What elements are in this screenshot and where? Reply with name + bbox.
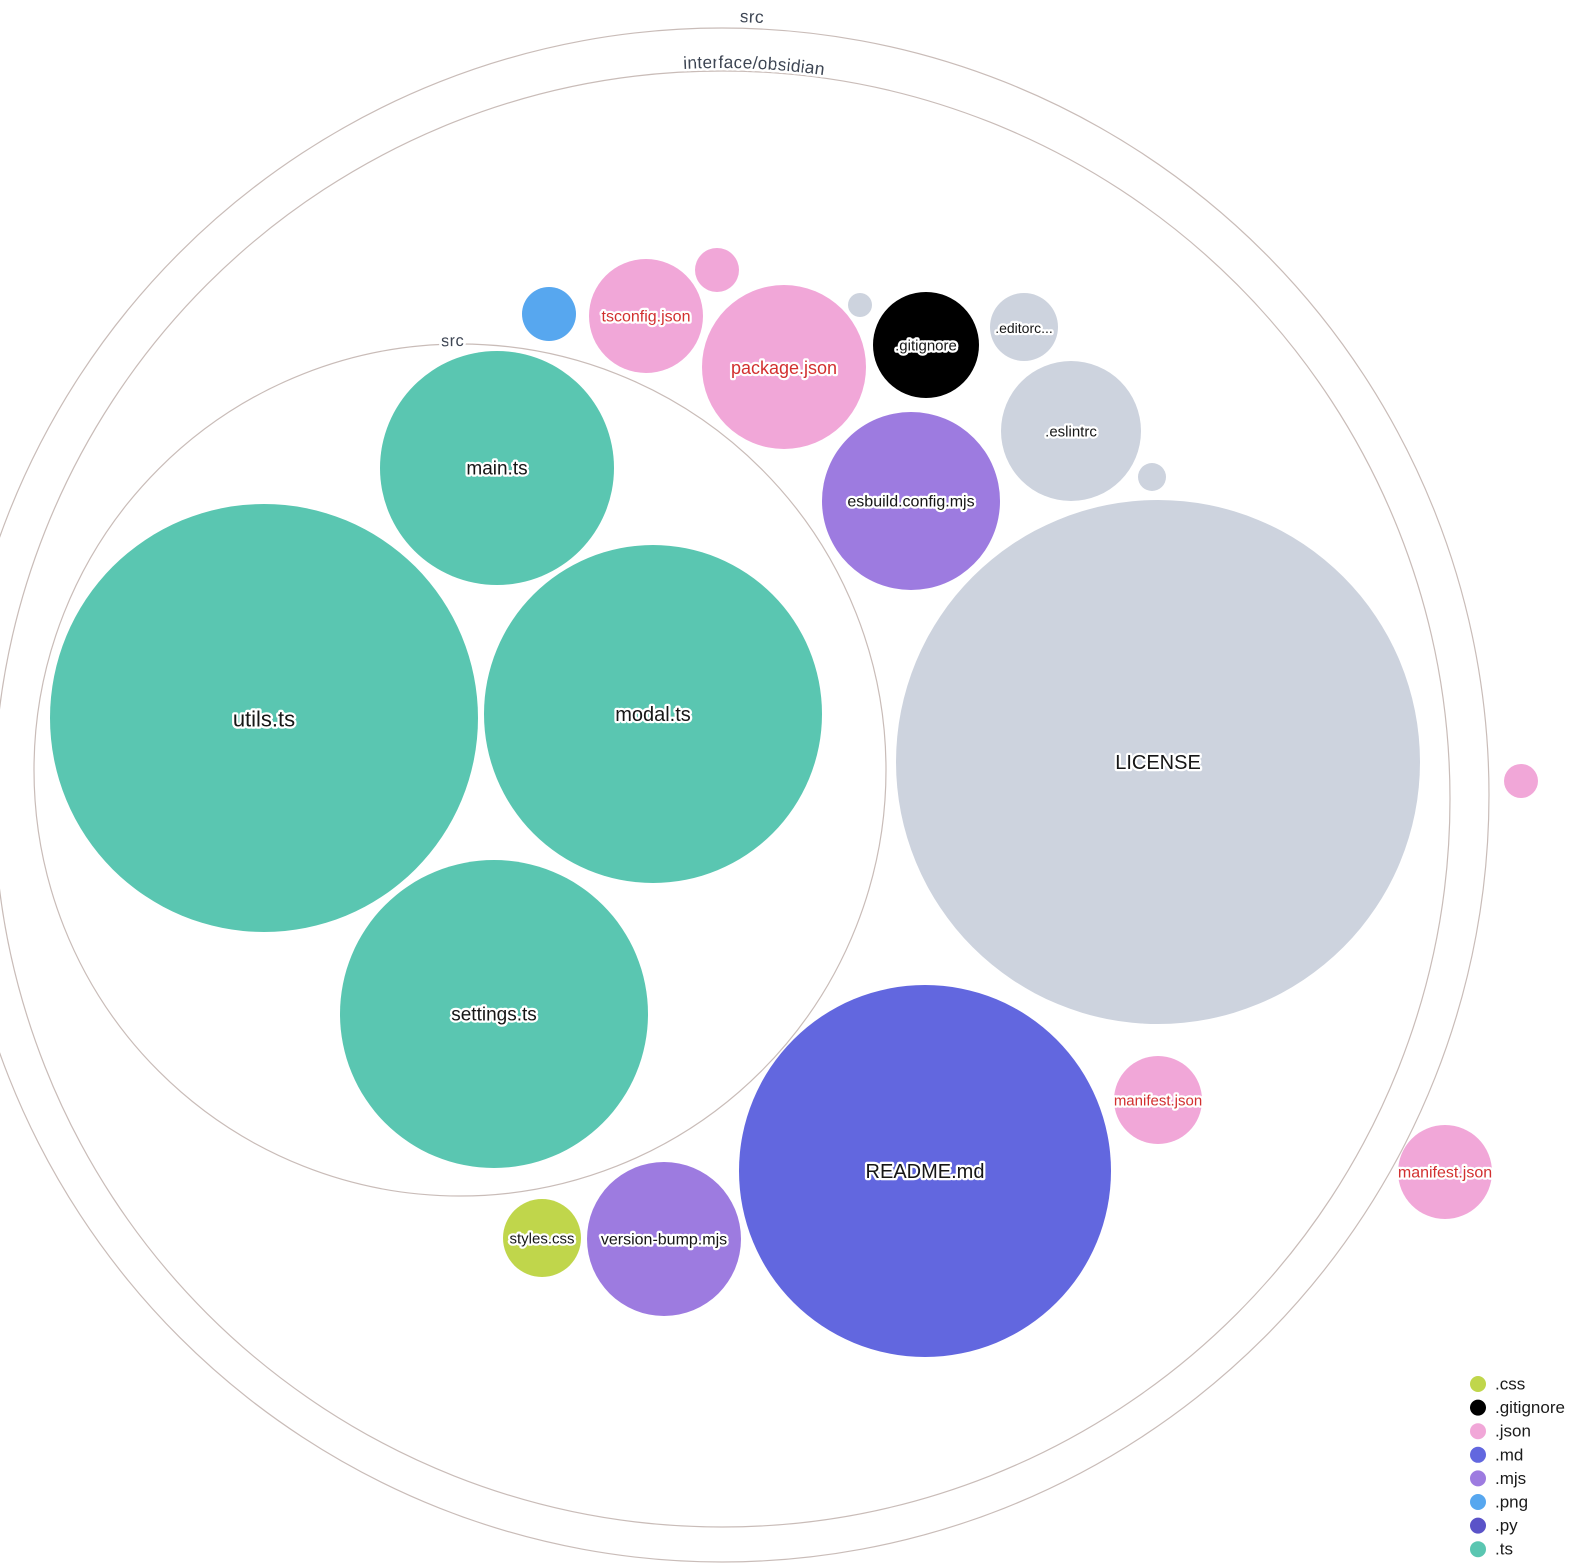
file-label-package-json: package.json (731, 358, 837, 378)
dir-circle-src-root (0, 27, 1490, 1563)
file-circle-readme-md (739, 985, 1111, 1357)
file-label-settings-ts: settings.ts (451, 1005, 537, 1026)
dir-label-text-interface-obsidian: interface/obsidian (680, 50, 828, 82)
file-circle-styles-css (503, 1199, 581, 1277)
file-circles: main.ts utils.ts modal.ts settings.ts tsconf… (50, 248, 1538, 1357)
file-circle-gray-dot-mid (1138, 463, 1166, 491)
file-circle-eslintrc (1001, 361, 1141, 501)
legend-dot-mjs (1470, 1470, 1486, 1487)
legend-dot-json (1470, 1423, 1486, 1440)
file-circle-utils-ts (50, 504, 478, 932)
legend-dot-gitignore (1470, 1399, 1486, 1416)
file-circle-main-ts (380, 351, 614, 585)
file-circle-json-dot-right (1504, 764, 1538, 798)
file-circle-json-dot-top (695, 248, 739, 292)
file-circle-modal-ts (484, 545, 822, 883)
file-label-utils-ts: utils.ts (233, 707, 295, 732)
file-circle-esbuild-config-mjs (822, 412, 1000, 590)
legend-dot-png (1470, 1494, 1486, 1510)
file-circle-version-bump-mjs (587, 1162, 741, 1316)
file-circle-gitignore (873, 292, 979, 398)
legend-label-json: .json (1495, 1422, 1531, 1441)
file-circle-png-dot (522, 287, 576, 341)
legend-label-css: .css (1495, 1375, 1525, 1394)
legend-label-ts: .ts (1495, 1540, 1513, 1559)
legend-label-py: .py (1495, 1516, 1518, 1535)
dir-label-text-src-root: src (737, 4, 767, 30)
file-circle-manifest-json-outer (1398, 1125, 1492, 1219)
file-label-editorconfig: .editorc... (995, 320, 1053, 336)
dir-label-src-root: src (740, 6, 765, 27)
file-label-manifest-json-outer: manifest.json (1398, 1165, 1492, 1182)
legend: .css .gitignore .json .md .mjs .png .py .ts (1470, 1375, 1565, 1559)
file-circle-settings-ts (340, 860, 648, 1168)
dir-label-interface-obsidian: interface/obsidian (683, 52, 826, 79)
file-circle-manifest-json-inner (1114, 1056, 1202, 1144)
file-label-version-bump-mjs: version-bump.mjs (601, 1232, 727, 1249)
file-circle-license (896, 500, 1420, 1024)
legend-dot-css (1470, 1376, 1486, 1392)
file-label-gitignore: .gitignore (895, 338, 957, 355)
dir-label-text-src-inner: src (438, 330, 466, 353)
file-circle-package-json (702, 285, 866, 449)
file-label-tsconfig-json: tsconfig.json (602, 309, 691, 326)
legend-dot-ts (1470, 1541, 1486, 1558)
file-label-manifest-json-inner: manifest.json (1114, 1093, 1202, 1110)
dir-circle-src-inner (33, 343, 887, 1197)
dir-label-src-inner: src (441, 332, 464, 350)
file-label-license: LICENSE (1115, 752, 1201, 774)
file-circle-gray-dot-top (848, 293, 872, 317)
file-label-readme-md: README.md (866, 1161, 985, 1183)
file-circle-tsconfig-json (589, 259, 703, 373)
legend-dot-py (1470, 1517, 1486, 1534)
file-label-eslintrc: .eslintrc (1045, 424, 1097, 441)
directory-circles: src interface/obsidian src (0, 4, 1490, 1563)
legend-label-md: .md (1495, 1445, 1523, 1464)
file-label-main-ts: main.ts (466, 459, 527, 480)
legend-label-gitignore: .gitignore (1495, 1398, 1565, 1417)
legend-label-png: .png (1495, 1493, 1528, 1512)
legend-dot-md (1470, 1446, 1486, 1463)
legend-label-mjs: .mjs (1495, 1469, 1526, 1488)
dir-circle-interface-obsidian (0, 70, 1451, 1528)
file-label-styles-css: styles.css (509, 1231, 574, 1248)
file-label-esbuild-config-mjs: esbuild.config.mjs (847, 494, 974, 511)
file-label-modal-ts: modal.ts (615, 704, 691, 726)
file-circle-editorconfig (990, 293, 1058, 361)
